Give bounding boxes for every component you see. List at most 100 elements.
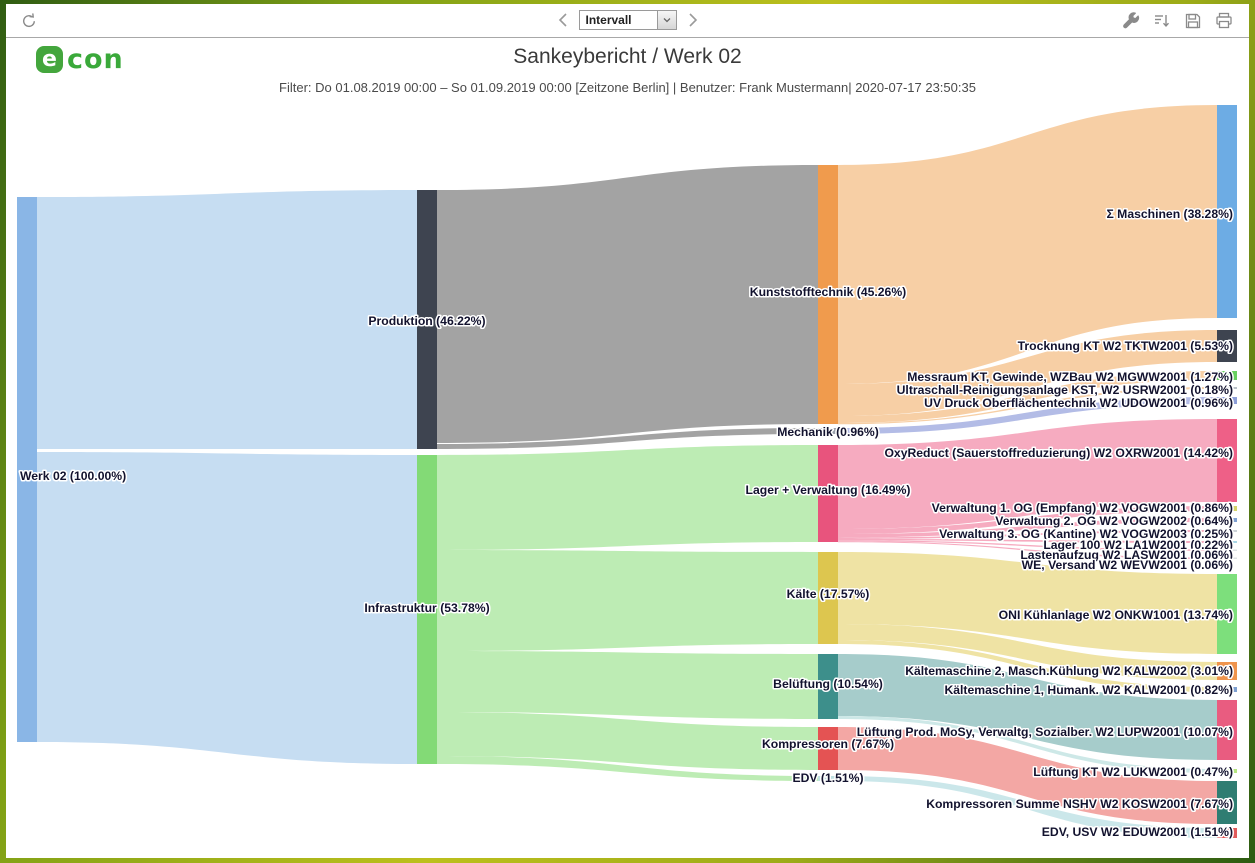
node-lasw[interactable] bbox=[1217, 549, 1237, 552]
node-kaelte[interactable] bbox=[818, 552, 838, 644]
node-la1w[interactable] bbox=[1217, 541, 1237, 543]
report-page: Intervall bbox=[6, 4, 1249, 858]
flow-belueftung-lupw bbox=[838, 654, 1217, 760]
flow-produktion-kunststofftechnik bbox=[437, 165, 818, 443]
save-button[interactable] bbox=[1184, 12, 1202, 30]
flow-edv-eduw bbox=[838, 776, 1217, 838]
node-label-vogw2: Verwaltung 2. OG W2 VOGW2002 (0.64%) bbox=[995, 514, 1233, 528]
interval-select-value: Intervall bbox=[585, 13, 632, 27]
node-label-maschinen: Σ Maschinen (38.28%) bbox=[1106, 207, 1233, 221]
node-label-lukw: Lüftung KT W2 LUKW2001 (0.47%) bbox=[1033, 765, 1233, 779]
node-wevw[interactable] bbox=[1217, 557, 1237, 560]
refresh-icon bbox=[23, 13, 35, 28]
chevron-down-icon bbox=[656, 11, 676, 29]
next-interval-button[interactable] bbox=[687, 11, 699, 29]
node-edv[interactable] bbox=[818, 776, 838, 781]
node-belueftung[interactable] bbox=[818, 654, 838, 719]
flow-kompressoren-kosw bbox=[838, 727, 1217, 824]
node-udow[interactable] bbox=[1217, 397, 1237, 404]
node-label-kosw: Kompressoren Summe NSHV W2 KOSW2001 (7.6… bbox=[926, 797, 1233, 811]
interval-select[interactable]: Intervall bbox=[578, 10, 677, 30]
node-label-vogw1: Verwaltung 1. OG (Empfang) W2 VOGW2001 (… bbox=[932, 501, 1233, 515]
node-werk02[interactable] bbox=[17, 197, 37, 742]
flow-produktion-mechanik bbox=[437, 428, 818, 449]
node-kalw1[interactable] bbox=[1217, 687, 1237, 692]
logo-e-mark: e bbox=[36, 46, 63, 73]
flow-mechanik-udow bbox=[838, 397, 1217, 434]
node-infrastruktur[interactable] bbox=[417, 455, 437, 764]
flow-infrastruktur-kompressoren bbox=[437, 712, 818, 770]
node-trocknung[interactable] bbox=[1217, 330, 1237, 362]
flow-kaelte-oni bbox=[838, 552, 1217, 654]
sankey-chart: Werk 02 (100.00%)Produktion (46.22%)Infr… bbox=[17, 105, 1237, 841]
node-oni[interactable] bbox=[1217, 574, 1237, 654]
page-title: Sankeybericht / Werk 02 bbox=[513, 45, 742, 68]
flow-lager-oxy bbox=[838, 419, 1217, 529]
node-label-lupw: Lüftung Prod. MoSy, Verwaltg, Sozialber.… bbox=[857, 725, 1233, 739]
logo-wordmark: con bbox=[67, 44, 124, 75]
node-label-eduw: EDV, USV W2 EDUW2001 (1.51%) bbox=[1042, 825, 1233, 839]
node-eduw[interactable] bbox=[1217, 828, 1237, 838]
flow-lager-vogw3 bbox=[838, 530, 1217, 539]
flow-lager-vogw2 bbox=[838, 518, 1217, 538]
filter-info: Filter: Do 01.08.2019 00:00 – So 01.09.2… bbox=[279, 80, 976, 95]
node-maschinen[interactable] bbox=[1217, 105, 1237, 318]
node-vogw3[interactable] bbox=[1217, 530, 1237, 532]
flow-kunststofftechnik-usrw bbox=[838, 387, 1217, 425]
node-mechanik[interactable] bbox=[818, 428, 838, 434]
node-label-lasw: Lastenaufzug W2 LASW2001 (0.06%) bbox=[1020, 548, 1233, 562]
node-label-la1w: Lager 100 W2 LA1W2001 (0.22%) bbox=[1043, 538, 1233, 552]
node-produktion[interactable] bbox=[417, 190, 437, 449]
node-label-vogw3: Verwaltung 3. OG (Kantine) W2 VOGW2003 (… bbox=[939, 527, 1233, 541]
node-oxy[interactable] bbox=[1217, 419, 1237, 502]
node-label-oxy: OxyReduct (Sauerstoffreduzierung) W2 OXR… bbox=[884, 446, 1233, 460]
brand-logo: e con bbox=[36, 44, 124, 75]
wrench-icon bbox=[1123, 12, 1140, 29]
node-kompressoren[interactable] bbox=[818, 727, 838, 770]
node-lupw[interactable] bbox=[1217, 700, 1237, 760]
node-kalw2[interactable] bbox=[1217, 662, 1237, 680]
printer-icon bbox=[1216, 12, 1232, 29]
node-label-kalw1: Kältemaschine 1, Humank. W2 KALW2001 (0.… bbox=[944, 683, 1233, 697]
flow-belueftung-lukw bbox=[838, 716, 1217, 773]
flow-lager-lasw bbox=[838, 540, 1217, 551]
flow-lager-vogw1 bbox=[838, 506, 1217, 534]
flow-kaelte-kalw2 bbox=[838, 624, 1217, 680]
flow-werk02-produktion bbox=[37, 190, 417, 449]
node-lukw[interactable] bbox=[1217, 769, 1237, 773]
node-vogw1[interactable] bbox=[1217, 506, 1237, 511]
flow-lager-wevw bbox=[838, 541, 1217, 559]
node-kosw[interactable] bbox=[1217, 781, 1237, 824]
flow-kaelte-kalw1 bbox=[838, 640, 1217, 692]
node-label-udow: UV Druck Oberflächentechnik W2 UDOW2001 … bbox=[924, 396, 1233, 410]
node-label-trocknung: Trocknung KT W2 TKTW2001 (5.53%) bbox=[1018, 339, 1233, 353]
flow-werk02-infrastruktur bbox=[37, 452, 417, 764]
settings-button[interactable] bbox=[1122, 12, 1140, 30]
sort-export-icon bbox=[1155, 15, 1170, 28]
flow-infrastruktur-lager bbox=[437, 445, 818, 550]
prev-interval-button[interactable] bbox=[557, 11, 569, 29]
chevron-right-icon bbox=[688, 13, 697, 27]
floppy-save-icon bbox=[1185, 13, 1201, 29]
node-mgww[interactable] bbox=[1217, 371, 1237, 380]
node-usrw[interactable] bbox=[1217, 387, 1237, 389]
flow-infrastruktur-kaelte bbox=[437, 550, 818, 651]
flow-kunststofftechnik-mgww bbox=[838, 371, 1217, 423]
node-label-mgww: Messraum KT, Gewinde, WZBau W2 MGWW2001 … bbox=[907, 370, 1233, 384]
flow-kunststofftechnik-trocknung bbox=[838, 330, 1217, 416]
chevron-left-icon bbox=[558, 13, 567, 27]
flow-lager-la1w bbox=[838, 539, 1217, 543]
node-label-usrw: Ultraschall-Reinigungsanlage KST, W2 USR… bbox=[897, 383, 1233, 397]
toolbar: Intervall bbox=[6, 4, 1249, 38]
flow-kunststofftechnik-maschinen bbox=[838, 105, 1217, 384]
node-kunststofftechnik[interactable] bbox=[818, 165, 838, 424]
node-lager[interactable] bbox=[818, 445, 838, 542]
node-vogw2[interactable] bbox=[1217, 518, 1237, 522]
flow-infrastruktur-belueftung bbox=[437, 651, 818, 719]
export-sort-button[interactable] bbox=[1153, 12, 1171, 30]
print-button[interactable] bbox=[1215, 12, 1233, 30]
node-label-wevw: WE, Versand W2 WEVW2001 (0.06%) bbox=[1022, 558, 1233, 572]
node-label-kalw2: Kältemaschine 2, Masch.Kühlung W2 KALW20… bbox=[905, 664, 1233, 678]
refresh-button[interactable] bbox=[20, 12, 38, 30]
